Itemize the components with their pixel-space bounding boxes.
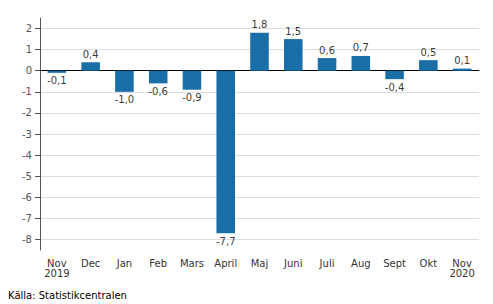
svg-text:-1,0: -1,0	[115, 94, 135, 105]
svg-text:-7,7: -7,7	[216, 236, 236, 247]
svg-text:0,5: 0,5	[420, 47, 436, 58]
svg-text:-6: -6	[22, 192, 32, 203]
svg-text:2: 2	[26, 23, 32, 34]
svg-text:Sept: Sept	[383, 258, 406, 269]
svg-text:Källa: Statistikcentralen: Källa: Statistikcentralen	[8, 290, 127, 301]
svg-text:0,6: 0,6	[319, 45, 335, 56]
svg-text:Maj: Maj	[251, 258, 269, 269]
svg-text:Aug: Aug	[351, 258, 371, 269]
svg-text:2019: 2019	[44, 268, 69, 279]
svg-text:-0,9: -0,9	[182, 92, 202, 103]
svg-text:-8: -8	[22, 234, 32, 245]
svg-text:-1: -1	[22, 86, 32, 97]
svg-text:-0,6: -0,6	[148, 86, 168, 97]
svg-text:-4: -4	[22, 150, 32, 161]
svg-text:Okt: Okt	[420, 258, 438, 269]
svg-text:-0,1: -0,1	[47, 75, 67, 86]
svg-text:0: 0	[26, 65, 32, 76]
svg-text:1,5: 1,5	[285, 26, 301, 37]
svg-text:Jan: Jan	[116, 258, 132, 269]
svg-text:0,1: 0,1	[454, 55, 470, 66]
svg-text:Nov: Nov	[47, 257, 67, 269]
svg-text:Nov: Nov	[452, 257, 472, 269]
svg-text:Mars: Mars	[180, 258, 204, 269]
svg-text:April: April	[214, 258, 237, 269]
svg-text:Juni: Juni	[283, 258, 302, 269]
svg-text:0,7: 0,7	[353, 42, 369, 53]
svg-text:-0,4: -0,4	[385, 82, 405, 93]
svg-text:Dec: Dec	[81, 258, 100, 269]
svg-text:1: 1	[26, 44, 32, 55]
svg-text:Feb: Feb	[149, 258, 167, 269]
svg-text:1,8: 1,8	[252, 19, 268, 30]
svg-text:0,4: 0,4	[83, 49, 99, 60]
svg-text:-2: -2	[22, 107, 32, 118]
svg-text:-5: -5	[22, 171, 32, 182]
svg-text:2020: 2020	[449, 268, 474, 279]
svg-text:-7: -7	[22, 213, 32, 224]
svg-text:-3: -3	[22, 129, 32, 140]
svg-text:Juli: Juli	[319, 258, 335, 269]
